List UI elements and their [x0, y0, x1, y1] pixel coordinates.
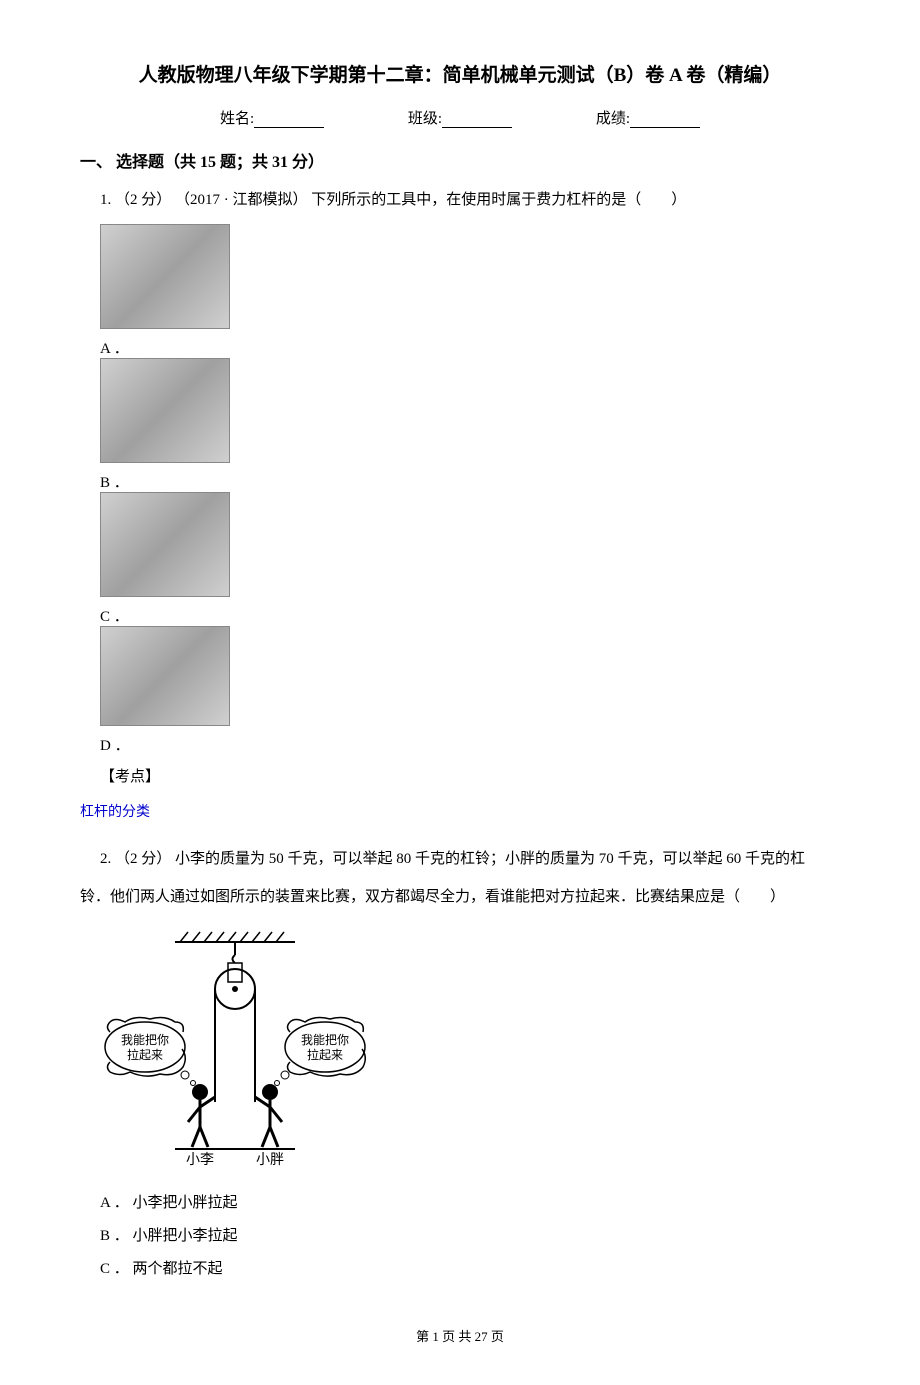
score-underline — [630, 112, 700, 128]
q1-option-a-label: A ． — [100, 337, 835, 358]
q1-option-a-image — [100, 224, 230, 334]
student-info-row: 姓名: 班级: 成绩: — [80, 107, 840, 128]
q1-option-d-image — [100, 626, 230, 731]
q1-points: （2 分） — [115, 192, 171, 208]
q1-source: （2017 · 江都模拟） — [175, 192, 308, 208]
q2-option-b: B ． 小胖把小李拉起 — [100, 1220, 840, 1253]
q1-text: 下列所示的工具中，在使用时属于费力杠杆的是（ ） — [311, 192, 686, 208]
section-header: 一、 选择题（共 15 题；共 31 分） — [80, 148, 840, 172]
pulley-svg: 我能把你 拉起来 我能把你 拉起来 小李 小胖 — [100, 927, 370, 1167]
document-title: 人教版物理八年级下学期第十二章：简单机械单元测试（B）卷 A 卷（精编） — [80, 60, 840, 87]
q1-exam-point-text: 杠杆的分类 — [80, 801, 840, 821]
bottle-opener-image — [100, 358, 230, 463]
right-bubble-text2: 拉起来 — [307, 1047, 343, 1062]
q2-option-a: A ． 小李把小胖拉起 — [100, 1187, 840, 1220]
q2-options: A ． 小李把小胖拉起 B ． 小胖把小李拉起 C ． 两个都拉不起 — [100, 1187, 840, 1286]
q1-number: 1. — [100, 192, 111, 208]
question-1: 1. （2 分） （2017 · 江都模拟） 下列所示的工具中，在使用时属于费力… — [100, 187, 840, 214]
q1-option-a-row: A ． — [100, 224, 840, 358]
question-2: 2. （2 分） 小李的质量为 50 千克，可以举起 80 千克的杠铃；小胖的质… — [100, 846, 840, 873]
class-underline — [442, 112, 512, 128]
left-figure-label: 小李 — [186, 1152, 214, 1167]
page-footer: 第 1 页 共 27 页 — [80, 1326, 840, 1345]
q1-exam-point-label: 【考点】 — [100, 765, 840, 786]
name-underline — [254, 112, 324, 128]
name-label: 姓名: — [220, 107, 254, 128]
right-bubble-text1: 我能把你 — [301, 1033, 349, 1047]
q2-option-c: C ． 两个都拉不起 — [100, 1253, 840, 1286]
q2-text-line1: 小李的质量为 50 千克，可以举起 80 千克的杠铃；小胖的质量为 70 千克，… — [175, 851, 805, 867]
left-bubble-text2: 拉起来 — [127, 1047, 163, 1062]
q1-option-b-image — [100, 358, 230, 468]
q2-text-line2: 铃．他们两人通过如图所示的装置来比赛，双方都竭尽全力，看谁能把对方拉起来．比赛结… — [80, 883, 840, 912]
balance-scale-image — [100, 224, 230, 329]
tongs-image — [100, 492, 230, 597]
q1-option-c-label: C ． — [100, 605, 835, 626]
q1-option-c-image — [100, 492, 230, 602]
pliers-image — [100, 626, 230, 726]
left-bubble-text1: 我能把你 — [121, 1033, 169, 1047]
right-figure-label: 小胖 — [256, 1152, 284, 1167]
q1-option-b-row: B ． — [100, 358, 840, 492]
q1-option-d-label: D ． — [100, 734, 835, 755]
class-label: 班级: — [408, 107, 442, 128]
q2-number: 2. — [100, 851, 111, 867]
q2-points: （2 分） — [115, 851, 171, 867]
q1-option-d-row: D ． — [100, 626, 840, 755]
q1-option-c-row: C ． — [100, 492, 840, 626]
score-label: 成绩: — [596, 107, 630, 128]
q1-option-b-label: B ． — [100, 471, 835, 492]
pulley-diagram: 我能把你 拉起来 我能把你 拉起来 小李 小胖 — [100, 927, 840, 1172]
